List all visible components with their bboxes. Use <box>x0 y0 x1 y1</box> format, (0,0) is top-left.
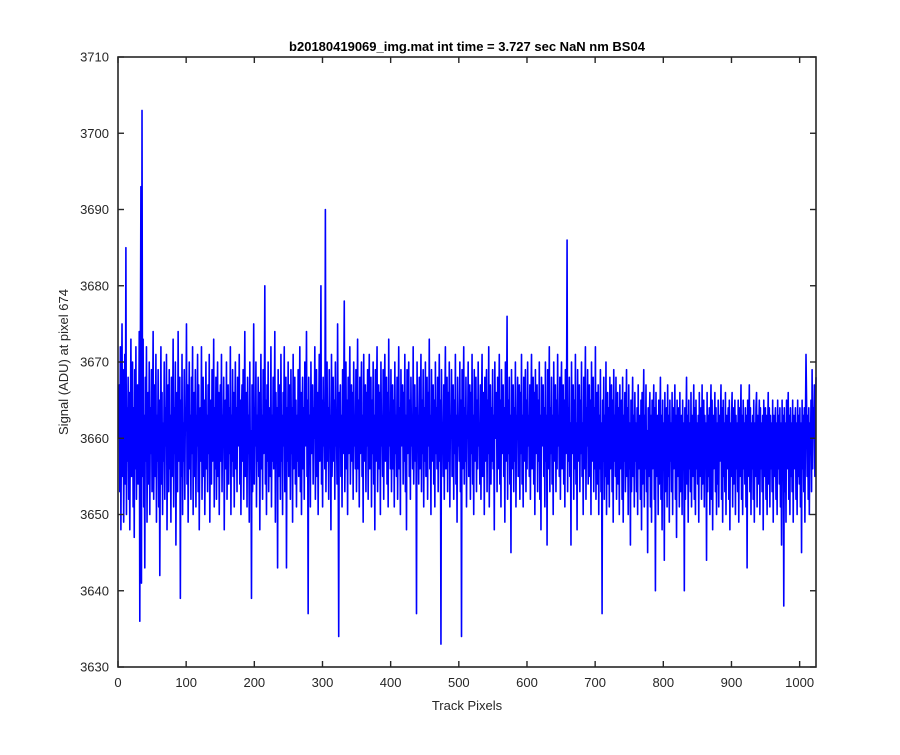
y-tick-label: 3650 <box>80 507 109 522</box>
y-tick-label: 3690 <box>80 202 109 217</box>
x-tick-label: 500 <box>448 675 470 690</box>
chart-title: b20180419069_img.mat int time = 3.727 se… <box>289 39 646 54</box>
x-tick-label: 0 <box>114 675 121 690</box>
x-axis-ticks: 0 100 200 300 400 500 600 700 800 900 1000 <box>114 57 814 690</box>
plot-area <box>118 57 816 667</box>
x-tick-label: 300 <box>312 675 334 690</box>
y-tick-label: 3670 <box>80 355 109 370</box>
y-tick-label: 3640 <box>80 583 109 598</box>
y-tick-label: 3700 <box>80 126 109 141</box>
x-tick-label: 600 <box>516 675 538 690</box>
x-tick-label: 800 <box>652 675 674 690</box>
x-tick-label: 100 <box>175 675 197 690</box>
series-layer <box>117 109 817 645</box>
x-tick-label: 1000 <box>785 675 814 690</box>
y-axis-ticks: 3630 3640 3650 3660 3670 3680 3690 3700 3710 <box>80 50 816 675</box>
x-tick-label: 700 <box>584 675 606 690</box>
x-tick-label: 900 <box>721 675 743 690</box>
y-tick-label: 3710 <box>80 50 109 65</box>
x-tick-label: 400 <box>380 675 402 690</box>
y-tick-label: 3660 <box>80 431 109 446</box>
y-tick-label: 3680 <box>80 278 109 293</box>
y-tick-label: 3630 <box>80 660 109 675</box>
y-axis-label: Signal (ADU) at pixel 674 <box>56 289 71 435</box>
x-tick-label: 200 <box>243 675 265 690</box>
x-axis-label: Track Pixels <box>432 698 503 713</box>
series-line <box>117 109 817 645</box>
